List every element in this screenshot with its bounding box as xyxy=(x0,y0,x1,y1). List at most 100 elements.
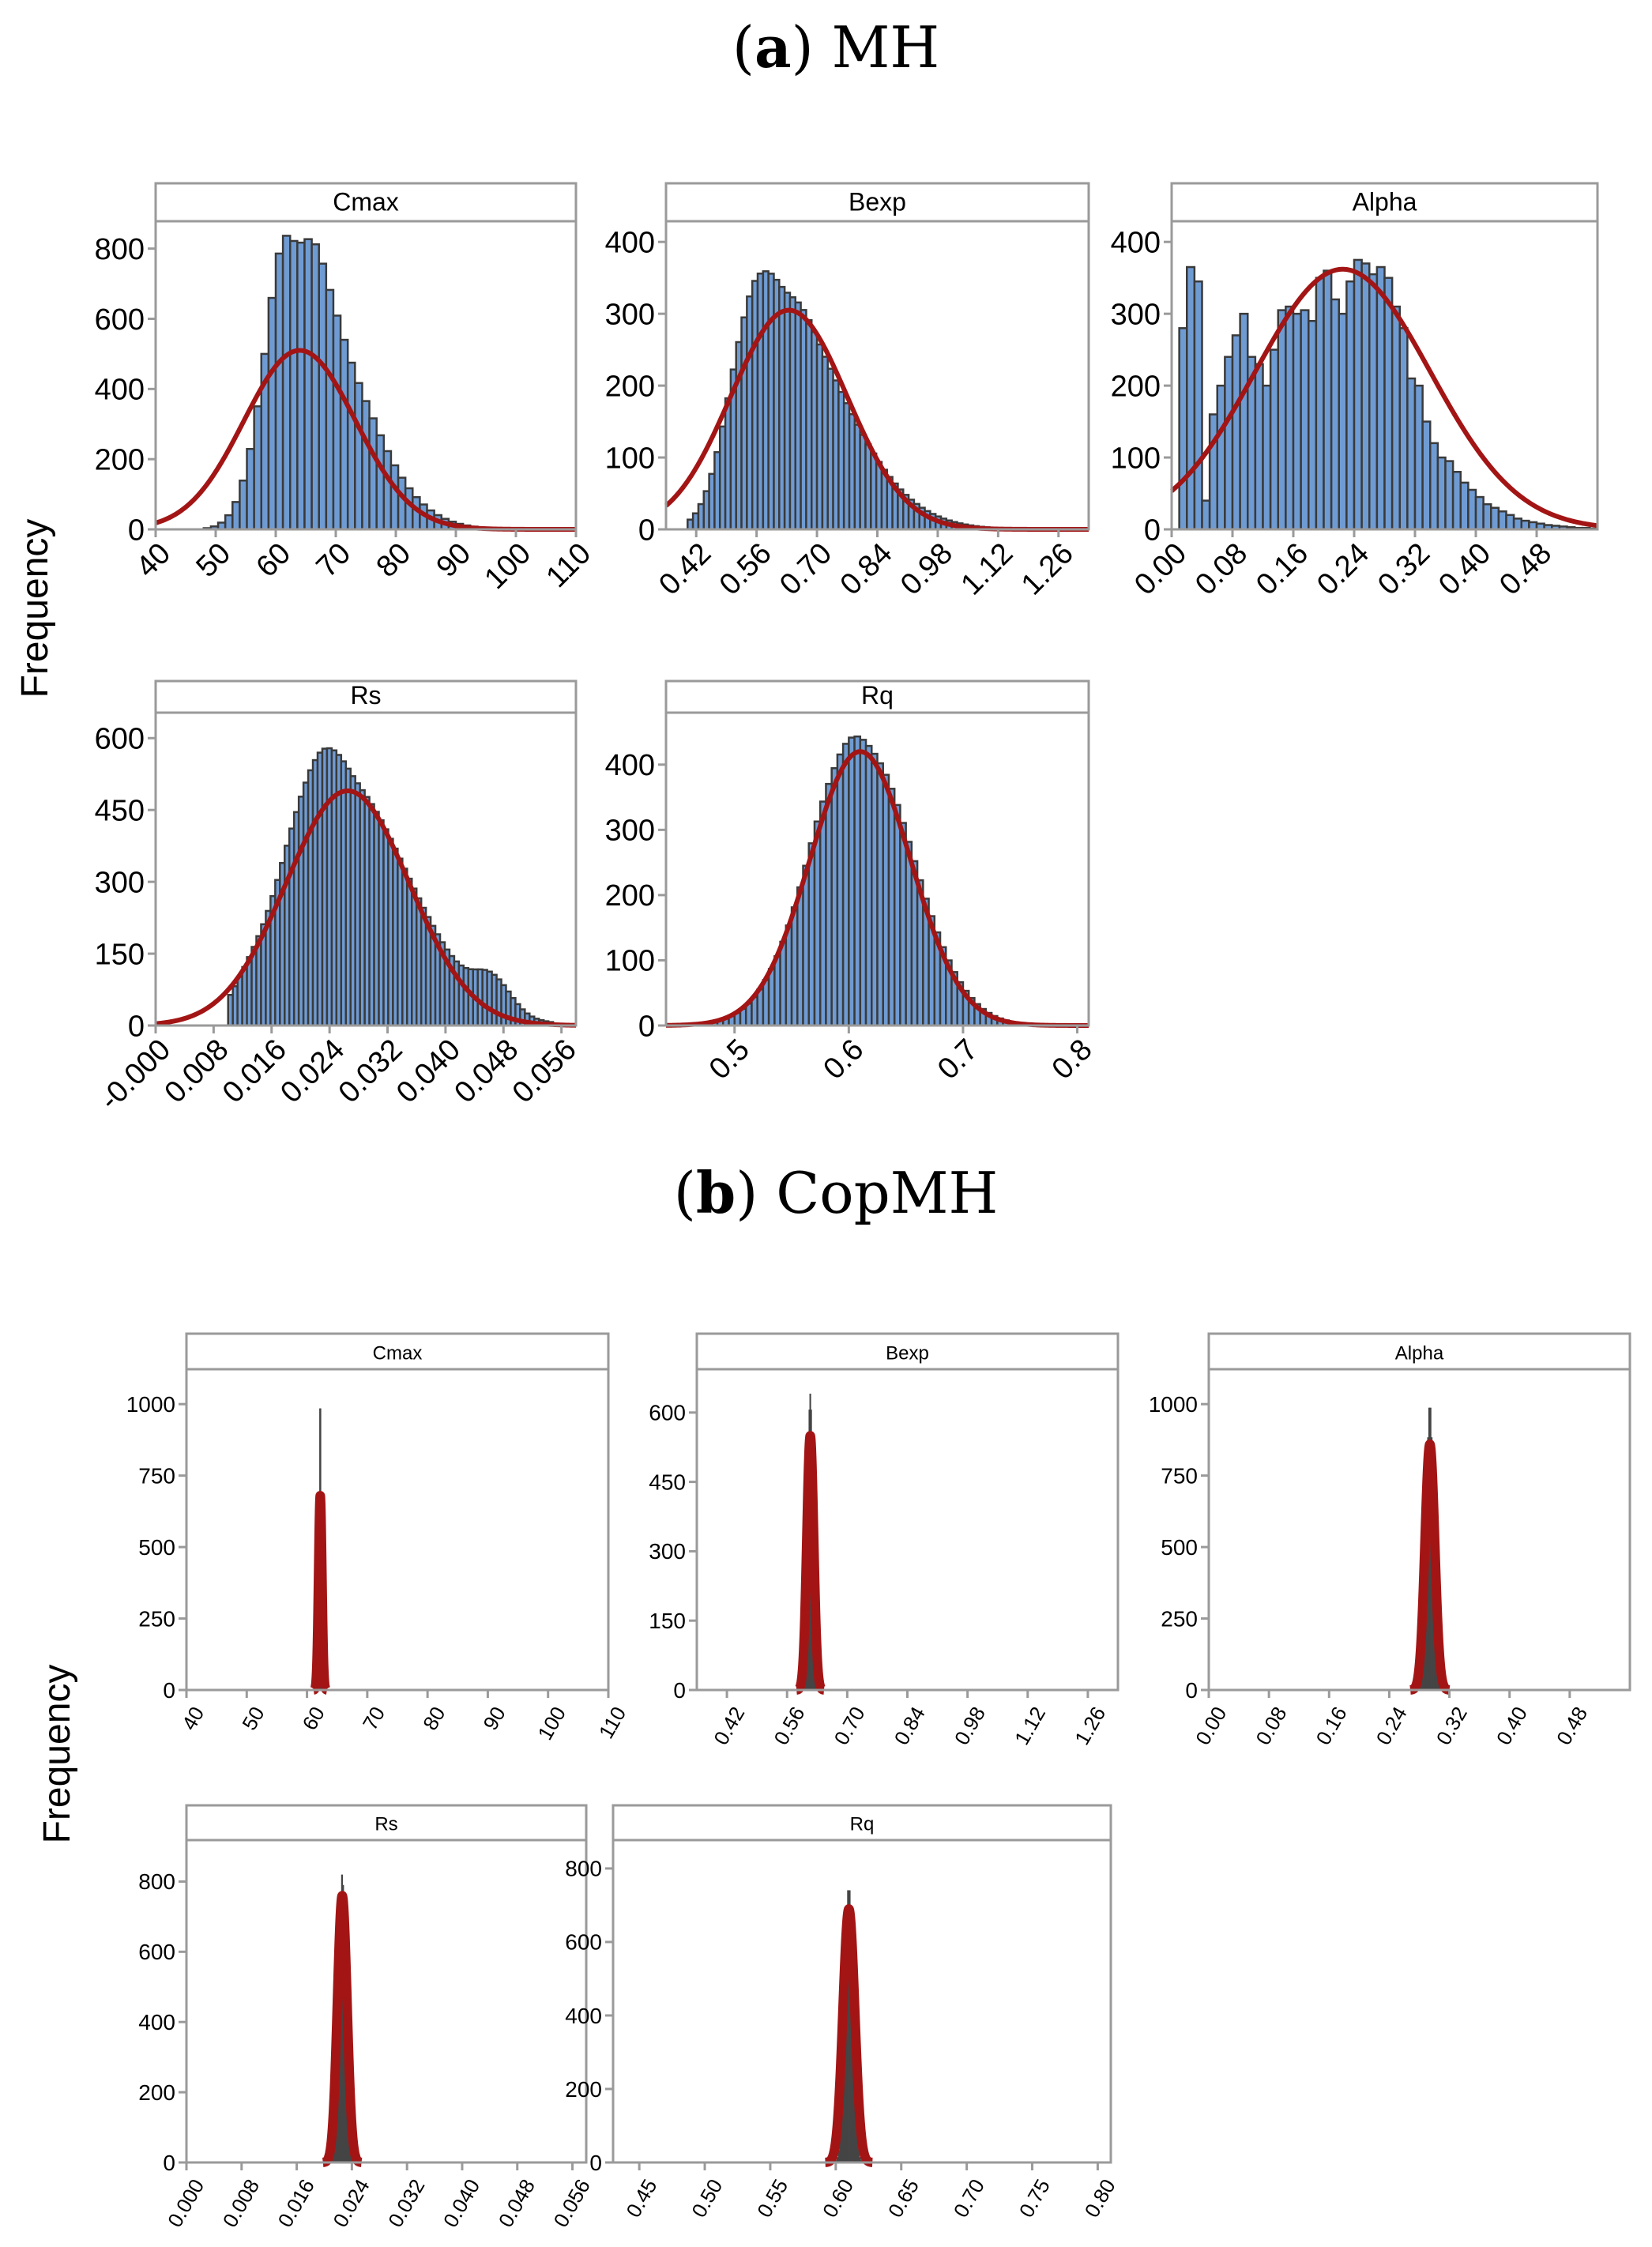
x-tick-label: 80 xyxy=(371,536,418,584)
y-tick-label: 100 xyxy=(1111,442,1161,475)
normal-fit-curve xyxy=(1170,266,1599,529)
x-tick-label: 0.000 xyxy=(164,2176,209,2231)
histogram-bar xyxy=(397,476,407,531)
panel-title: Rs xyxy=(374,1814,397,1835)
x-tick-label: 0.60 xyxy=(819,2176,858,2222)
histogram-bar xyxy=(1505,514,1515,531)
y-tick-label: 750 xyxy=(138,1463,175,1488)
x-tick-label: 110 xyxy=(595,1703,630,1743)
x-tick-label: 0.70 xyxy=(830,1703,869,1749)
histogram-bar xyxy=(361,400,371,531)
x-tick-label: 0.8 xyxy=(1046,1033,1099,1086)
x-tick-label: 0.08 xyxy=(1252,1703,1291,1749)
histogram-bar xyxy=(1368,273,1379,531)
section-a-name: MH xyxy=(832,14,940,81)
panel-title: Bexp xyxy=(849,188,906,216)
histogram-bar xyxy=(1345,280,1356,531)
normal-fit-curve xyxy=(154,788,578,1028)
histogram-bar xyxy=(1216,384,1226,531)
panel-title: Cmax xyxy=(333,188,399,216)
x-tick-label: 0.84 xyxy=(834,536,899,601)
panel-title: Rq xyxy=(861,681,894,709)
section-b-title: (b) CopMH xyxy=(674,1159,998,1226)
panel-a-rq: Rq 0 100 200 300 400 0.5 0.6 0.7 0.8 xyxy=(605,679,1099,1086)
normal-fit-curve xyxy=(318,1891,367,2167)
panel-header xyxy=(664,679,1090,714)
plot-frame xyxy=(695,1368,1120,1692)
y-tick-label: 0 xyxy=(163,2151,175,2175)
x-tick-label: 0.016 xyxy=(216,1033,293,1109)
panel-title: Rq xyxy=(850,1814,875,1835)
y-tick-label: 300 xyxy=(1111,298,1161,331)
x-tick-label: 50 xyxy=(190,536,238,584)
panel-header xyxy=(1170,182,1599,223)
histogram-bars xyxy=(687,270,1029,531)
x-tick-label: 0.50 xyxy=(688,2176,727,2222)
y-tick-label: 0 xyxy=(589,2151,602,2175)
histogram-bar xyxy=(1467,488,1477,531)
histogram-bar xyxy=(274,252,284,531)
histogram-bar xyxy=(1398,327,1409,531)
y-tick-label: 300 xyxy=(649,1539,686,1564)
histogram-bar xyxy=(288,239,299,531)
x-tick-label: 60 xyxy=(299,1703,329,1734)
plot-frame xyxy=(612,1839,1112,2164)
panel-a-alpha: Alpha01002003004000.000.080.160.240.320.… xyxy=(1111,182,1599,601)
histogram-bar xyxy=(339,338,349,531)
x-tick-label: 0.70 xyxy=(773,536,838,601)
y-tick-label: 600 xyxy=(649,1401,686,1425)
x-tick-label: 100 xyxy=(534,1703,570,1744)
x-tick-label: 0.032 xyxy=(333,1033,409,1109)
y-tick-label: 400 xyxy=(1111,226,1161,259)
panel-b-rq: Rq 0 200 400 600 800 0.45 0.50 0.55 0.60 0.65 0.70 0… xyxy=(565,1804,1120,2222)
histogram-bar xyxy=(1254,363,1264,531)
x-tick-label: 0.55 xyxy=(754,2176,792,2222)
section-b-letter: b xyxy=(696,1159,736,1226)
plot-frame xyxy=(154,711,578,1027)
plot-frame xyxy=(185,1368,610,1692)
y-tick-label: 600 xyxy=(95,723,145,756)
x-tick-label: 0.40 xyxy=(1493,1703,1532,1749)
panel-title: Alpha xyxy=(1395,1342,1444,1364)
histogram-bar xyxy=(368,417,378,531)
x-tick-label: 110 xyxy=(540,536,598,594)
histogram-bar xyxy=(1231,334,1241,531)
panel-title: Cmax xyxy=(373,1342,423,1364)
y-tick-label: 400 xyxy=(605,226,655,259)
histogram-bar xyxy=(296,241,306,531)
histogram-bar xyxy=(1353,258,1363,531)
panel-title: Rs xyxy=(350,681,381,709)
histogram-bar xyxy=(1262,384,1272,531)
x-tick-label: 0.40 xyxy=(1432,536,1497,601)
x-tick-label: 0.75 xyxy=(1015,2176,1054,2222)
y-tick-label: 0 xyxy=(638,514,655,547)
x-tick-label: 0.048 xyxy=(448,1033,525,1109)
y-tick-label: 300 xyxy=(605,815,655,848)
y-tick-label: 150 xyxy=(95,938,145,971)
x-tick-label: 0.040 xyxy=(440,2176,485,2231)
y-tick-label: 300 xyxy=(605,298,655,331)
histogram-bar xyxy=(1375,265,1386,531)
x-tick-label: 0.98 xyxy=(894,536,959,601)
x-tick-label: 0.84 xyxy=(890,1703,929,1749)
histogram-bar xyxy=(1436,456,1447,531)
histogram-bar xyxy=(1208,413,1218,531)
x-tick-label: 0.56 xyxy=(770,1703,809,1749)
x-tick-label: 70 xyxy=(310,536,358,584)
y-tick-label: 1000 xyxy=(1149,1392,1198,1417)
x-tick-label: 100 xyxy=(479,536,538,596)
x-tick-label: 0.056 xyxy=(550,2176,595,2231)
y-tick-label: 400 xyxy=(605,749,655,782)
x-tick-label: 0.5 xyxy=(703,1033,756,1086)
y-tick-label: 500 xyxy=(1161,1535,1198,1560)
histogram-bar xyxy=(303,238,313,531)
panel-title: Alpha xyxy=(1353,188,1417,216)
normal-fit-curve xyxy=(1406,1439,1454,1695)
x-tick-label: 0.32 xyxy=(1432,1703,1471,1749)
histogram-bar xyxy=(325,288,335,531)
y-tick-label: 150 xyxy=(649,1609,686,1633)
x-tick-label: 0.42 xyxy=(653,536,717,601)
histogram-bar xyxy=(1178,327,1188,531)
histogram-bar xyxy=(1383,277,1394,531)
